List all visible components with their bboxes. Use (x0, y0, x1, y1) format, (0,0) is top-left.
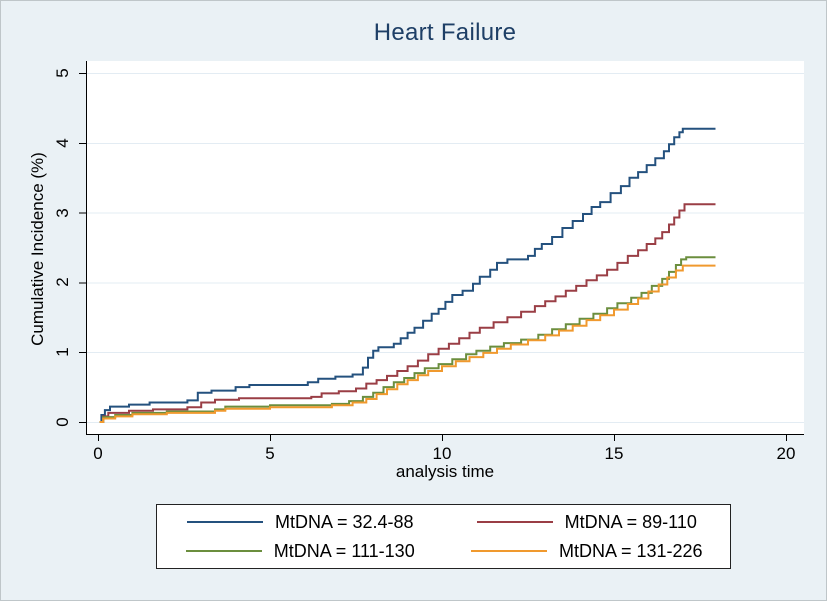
legend: MtDNA = 32.4-88 MtDNA = 89-110 MtDNA = 1… (156, 504, 731, 569)
y-tick-label: 0 (53, 417, 72, 427)
plot-area (86, 61, 804, 434)
x-tick-label: 0 (93, 444, 103, 463)
legend-label-series-3: MtDNA = 111-130 (273, 540, 415, 561)
y-tick-label: 5 (53, 68, 72, 78)
y-tick-label: 4 (53, 138, 72, 148)
legend-key-line-series-2 (476, 521, 553, 523)
legend-entry-series-1: MtDNA = 32.4-88 (157, 512, 444, 533)
x-tick-label: 15 (604, 444, 624, 463)
chart-title: Heart Failure (373, 19, 517, 46)
x-tick-label: 10 (432, 444, 452, 463)
x-tick-label: 20 (776, 444, 796, 463)
x-axis-title: analysis time (395, 462, 495, 481)
legend-label-series-2: MtDNA = 89-110 (564, 511, 697, 532)
y-tick-label: 2 (53, 277, 72, 288)
legend-key-line-series-1 (186, 521, 263, 523)
legend-key-line-series-3 (185, 550, 262, 552)
y-tick-label: 1 (53, 347, 72, 357)
y-tick-label: 3 (53, 207, 72, 218)
x-tick-label: 5 (265, 444, 275, 463)
legend-label-series-1: MtDNA = 32.4-88 (274, 511, 414, 532)
legend-entry-series-3: MtDNA = 111-130 (157, 541, 444, 562)
legend-key-line-series-4 (470, 550, 547, 552)
legend-entry-series-4: MtDNA = 131-226 (444, 541, 731, 562)
legend-label-series-4: MtDNA = 131-226 (558, 540, 703, 561)
legend-entry-series-2: MtDNA = 89-110 (444, 512, 731, 533)
y-axis-title: Cumulative Incidence (%) (28, 152, 47, 346)
